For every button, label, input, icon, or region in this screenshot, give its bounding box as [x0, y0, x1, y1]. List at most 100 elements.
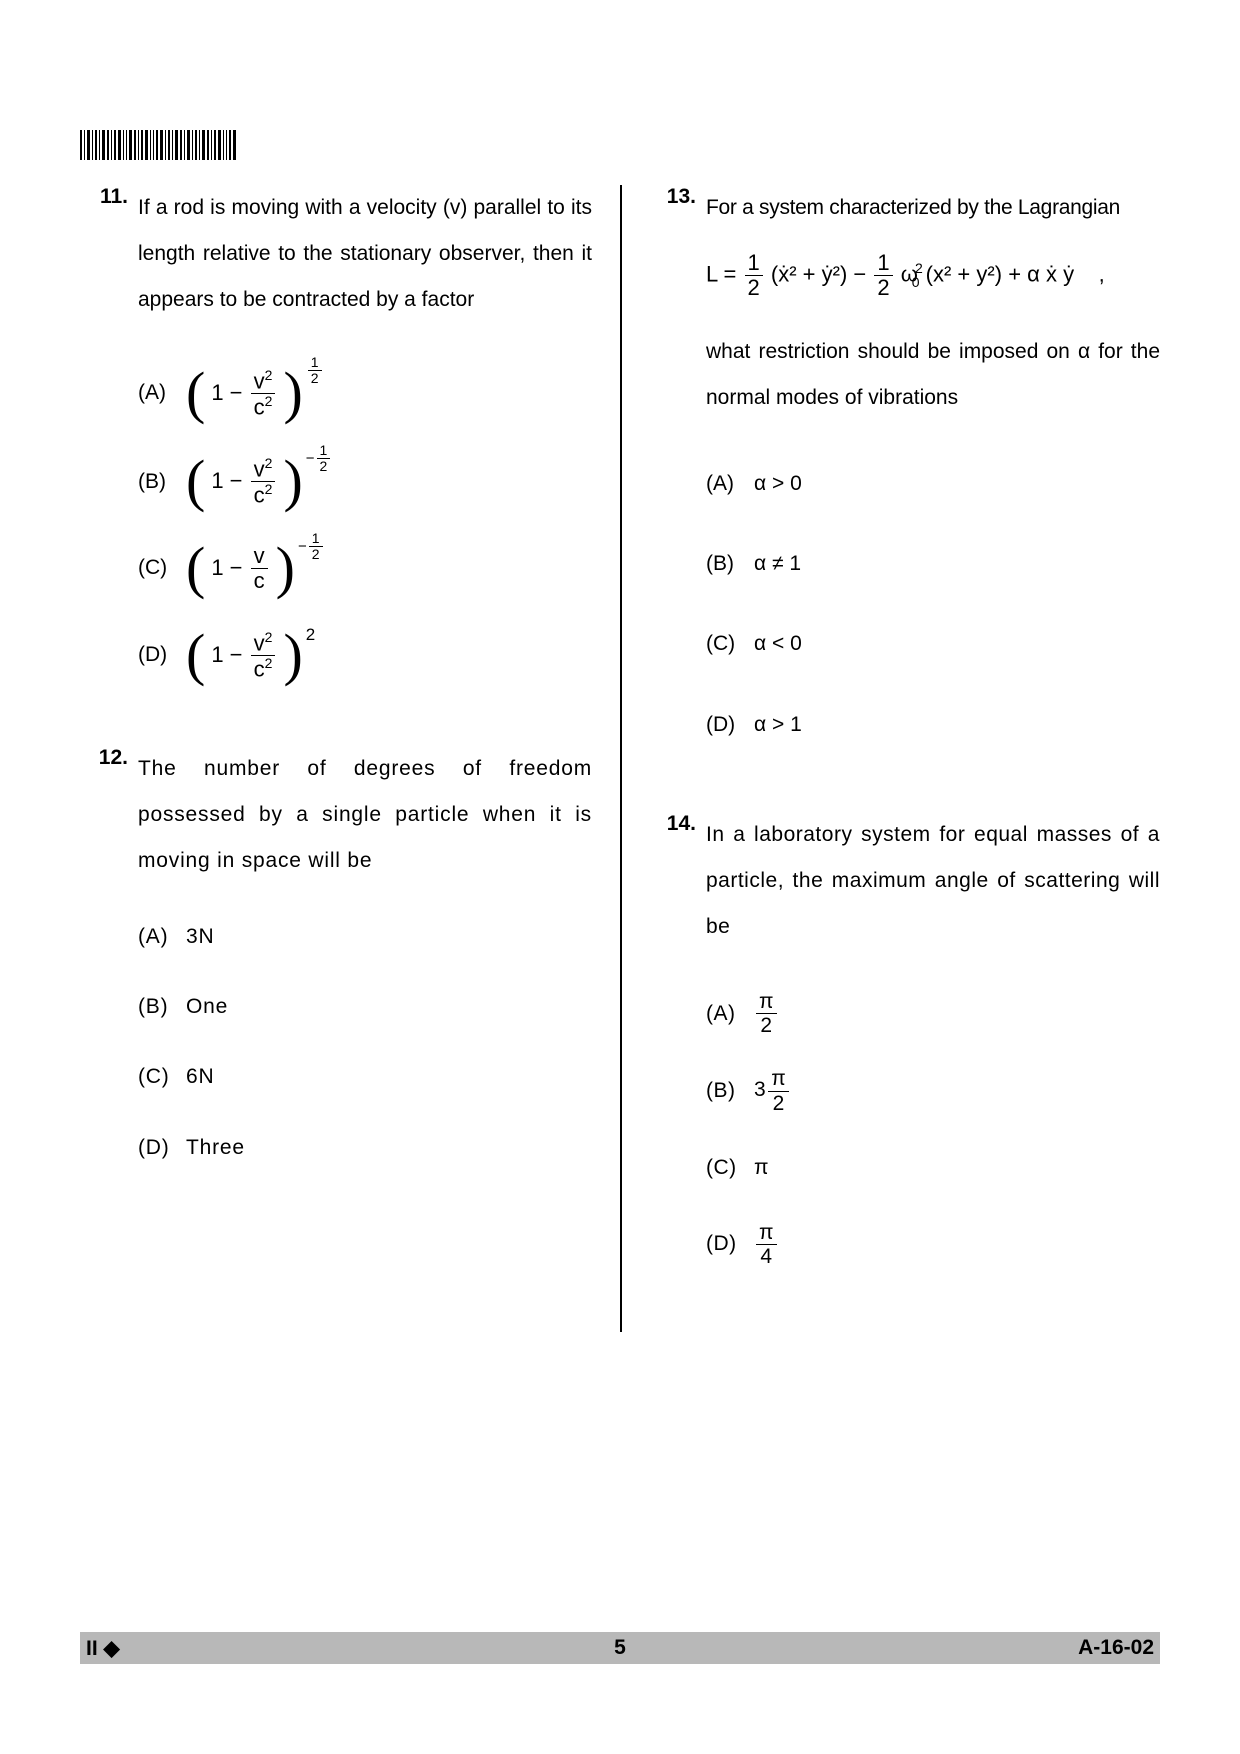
option-label: (A) — [706, 461, 754, 507]
options-q12: (A)3N (B)One (C)6N (D)Three — [138, 914, 592, 1171]
option-formula: 3π2 — [754, 1067, 791, 1114]
option-text: 6N — [186, 1054, 214, 1100]
den: 2 — [874, 276, 892, 300]
right-column: 13. For a system characterized by the La… — [620, 185, 1160, 1332]
options-q13: (A)α > 0 (B)α ≠ 1 (C)α < 0 (D)α > 1 — [706, 461, 1160, 748]
sup: 2 — [265, 629, 273, 645]
alpha-term: α ẋ ẏ — [1027, 262, 1074, 287]
barcode-icon — [80, 130, 260, 160]
exp: 2 — [306, 616, 315, 653]
option-c: (C)π — [706, 1145, 1160, 1191]
option-d: (D)Three — [138, 1125, 592, 1171]
question-body: If a rod is moving with a velocity (v) p… — [138, 185, 592, 706]
den: c — [251, 569, 268, 593]
option-label: (B) — [138, 459, 186, 505]
question-14: 14. In a laboratory system for equal mas… — [648, 812, 1160, 1292]
option-text: α < 0 — [754, 621, 802, 667]
question-number: 14. — [648, 812, 706, 1292]
num: π — [756, 1221, 777, 1245]
question-text-pre: For a system characterized by the Lagran… — [706, 196, 1120, 219]
question-number: 13. — [648, 185, 706, 772]
den: 2 — [757, 1014, 775, 1037]
option-label: (C) — [706, 1145, 754, 1191]
option-label: (A) — [138, 370, 186, 416]
left-column: 11. If a rod is moving with a velocity (… — [80, 185, 620, 1332]
option-d: (D)π4 — [706, 1221, 1160, 1268]
option-text: 3N — [186, 914, 214, 960]
option-b: (B) ( 1 − v2c2 ) −12 — [138, 456, 592, 508]
sup: 2 — [265, 393, 273, 409]
option-text: α > 0 — [754, 461, 802, 507]
question-text: The number of degrees of freedom possess… — [138, 757, 592, 872]
option-text: Three — [186, 1125, 245, 1171]
option-label: (D) — [138, 632, 186, 678]
den: 4 — [757, 1245, 775, 1268]
plus: + — [1008, 262, 1021, 287]
lagrangian-formula: L = 12 (ẋ² + ẏ²) − 12 ω20 (x² + y²) + α … — [706, 251, 1160, 300]
barcode — [80, 130, 1160, 165]
option-a: (A)π2 — [706, 990, 1160, 1037]
option-a: (A)α > 0 — [706, 461, 1160, 507]
question-text: In a laboratory system for equal masses … — [706, 823, 1160, 938]
den: 2 — [745, 276, 763, 300]
options-q11: (A) ( 1 − v2c2 ) 12 (B) — [138, 368, 592, 682]
footer-page-number: 5 — [614, 1636, 626, 1660]
content-columns: 11. If a rod is moving with a velocity (… — [80, 185, 1160, 1332]
option-label: (A) — [706, 991, 754, 1037]
option-label: (C) — [138, 1054, 186, 1100]
option-label: (B) — [706, 1068, 754, 1114]
option-text: α ≠ 1 — [754, 541, 801, 587]
num: 1 — [874, 251, 892, 276]
comma: , — [1099, 262, 1105, 287]
exp-sign: − — [306, 450, 315, 467]
term1: (ẋ² + ẏ²) — [771, 262, 847, 287]
options-q14: (A)π2 (B)3π2 (C)π (D)π4 — [706, 990, 1160, 1268]
question-body: For a system characterized by the Lagran… — [706, 185, 1160, 772]
option-b: (B)One — [138, 984, 592, 1030]
option-formula: ( 1 − v2c2 ) 2 — [186, 630, 315, 682]
option-formula: ( 1 − v2c2 ) −12 — [186, 456, 332, 508]
option-formula: π4 — [754, 1221, 779, 1268]
num: v — [254, 368, 265, 393]
den: c — [254, 394, 265, 419]
option-label: (B) — [138, 984, 186, 1030]
num: v — [254, 630, 265, 655]
option-b: (B)α ≠ 1 — [706, 541, 1160, 587]
question-body: In a laboratory system for equal masses … — [706, 812, 1160, 1292]
sup: 2 — [265, 367, 273, 383]
num: 1 — [745, 251, 763, 276]
exp-num: 1 — [309, 531, 323, 547]
option-text: α > 1 — [754, 702, 802, 748]
column-divider — [620, 185, 622, 1332]
exp-den: 2 — [308, 371, 322, 386]
exp-den: 2 — [317, 459, 331, 474]
option-d: (D) ( 1 − v2c2 ) 2 — [138, 630, 592, 682]
option-formula: ( 1 − vc ) −12 — [186, 544, 325, 594]
sup: 2 — [265, 455, 273, 471]
option-c: (C)6N — [138, 1054, 592, 1100]
sup: 2 — [265, 655, 273, 671]
minus: − — [853, 262, 866, 287]
option-label: (D) — [706, 1221, 754, 1267]
question-11: 11. If a rod is moving with a velocity (… — [80, 185, 592, 706]
exp-sign: − — [298, 538, 307, 555]
L-eq: L = — [706, 262, 736, 287]
num: v — [254, 456, 265, 481]
question-13: 13. For a system characterized by the La… — [648, 185, 1160, 772]
option-b: (B)3π2 — [706, 1067, 1160, 1114]
option-text: One — [186, 984, 228, 1030]
footer-left: II ◆ — [86, 1636, 120, 1661]
option-label: (A) — [138, 914, 186, 960]
option-label: (D) — [138, 1125, 186, 1171]
option-c: (C) ( 1 − vc ) −12 — [138, 544, 592, 594]
option-a: (A) ( 1 − v2c2 ) 12 — [138, 368, 592, 420]
question-12: 12. The number of degrees of freedom pos… — [80, 746, 592, 1195]
option-formula: π2 — [754, 990, 779, 1037]
den: c — [254, 656, 265, 681]
option-label: (C) — [706, 621, 754, 667]
option-text: π — [754, 1145, 769, 1191]
num: π — [768, 1067, 789, 1091]
term2: (x² + y²) — [926, 262, 1002, 287]
option-a: (A)3N — [138, 914, 592, 960]
exp-num: 1 — [308, 355, 322, 371]
